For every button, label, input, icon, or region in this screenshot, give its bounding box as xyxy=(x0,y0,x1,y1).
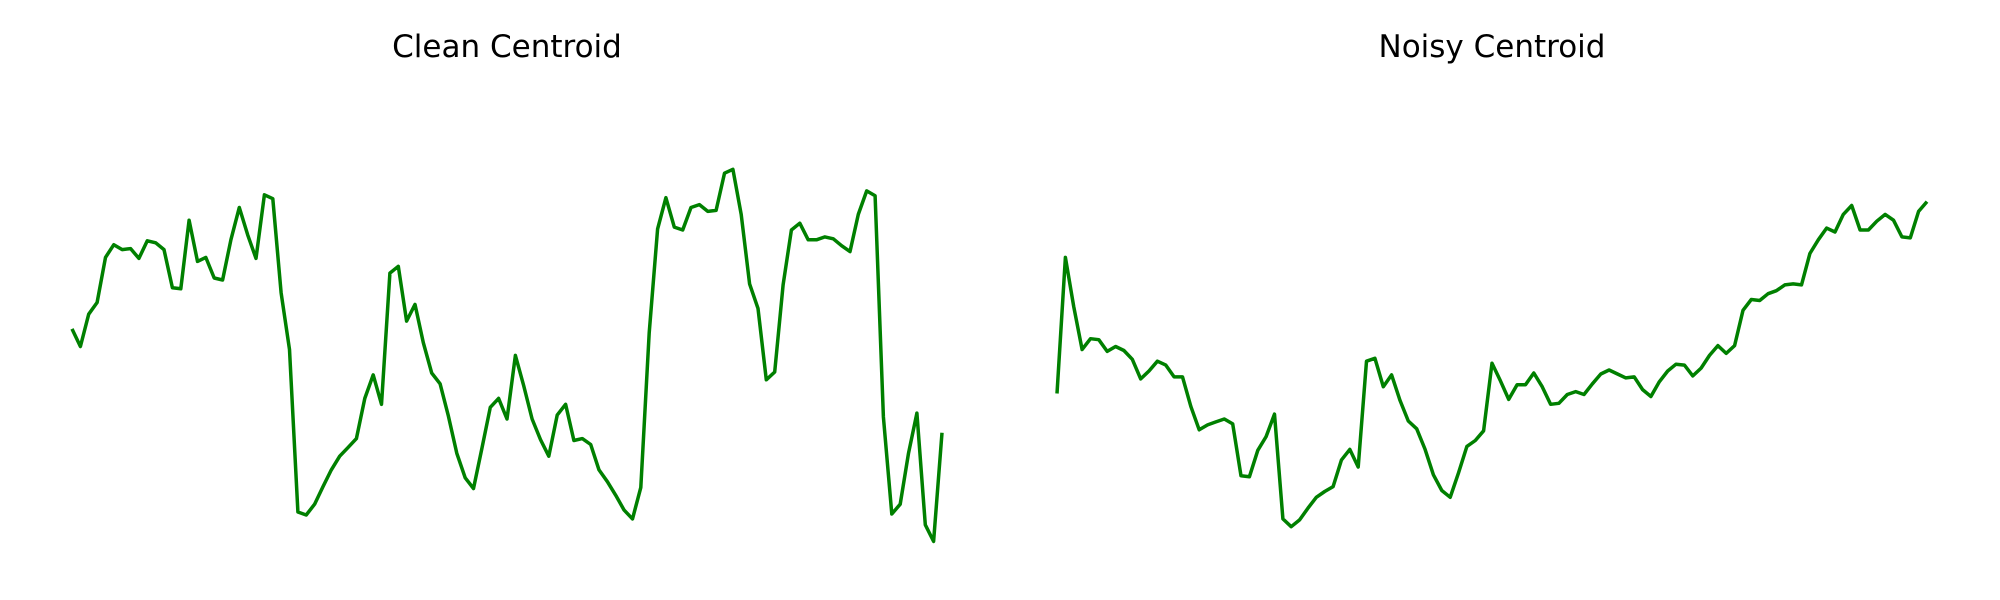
noisy-centroid-plot-area xyxy=(1055,200,1929,529)
clean-centroid-title: Clean Centroid xyxy=(392,29,622,65)
noisy-centroid-panel: Noisy Centroid xyxy=(1055,29,1929,529)
noisy-centroid-title: Noisy Centroid xyxy=(1379,29,1606,65)
noisy-centroid-series-line xyxy=(1055,200,1929,529)
clean-centroid-plot-area xyxy=(70,167,944,544)
clean-centroid-series-line xyxy=(70,167,944,544)
clean-centroid-panel: Clean Centroid xyxy=(70,29,944,544)
